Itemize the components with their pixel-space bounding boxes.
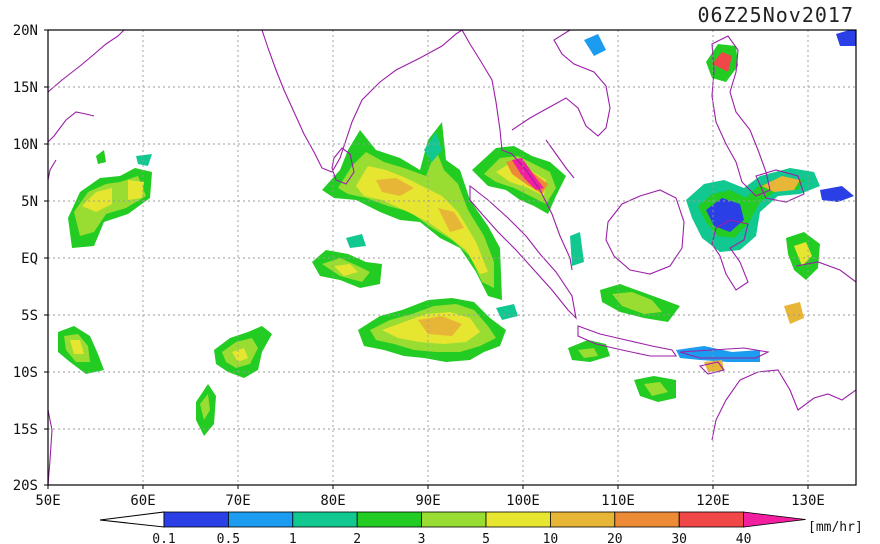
lon-label-100e: 100E: [506, 493, 540, 509]
coast-mindanao: [755, 169, 805, 203]
legend-tick-label: 2: [353, 532, 361, 544]
legend-max-arrow: [743, 511, 806, 528]
coastlines: [48, 30, 856, 485]
lat-label-10n: 10N: [13, 137, 38, 153]
coast-indochina: [511, 30, 611, 137]
legend-tick-label: 10: [543, 532, 559, 544]
timestamp-label: 06Z25Nov2017: [698, 3, 855, 27]
rain-cluster-maritime: [568, 30, 856, 402]
lon-label-130e: 130E: [791, 493, 825, 509]
precipitation-layer: [58, 30, 856, 436]
lon-label-120e: 120E: [696, 493, 730, 509]
legend-swatch: [550, 511, 616, 528]
coast-australia-west: [711, 379, 741, 441]
rain-cluster-south-central: [358, 298, 518, 362]
legend-tick-label: 5: [482, 532, 490, 544]
coast-java: [577, 325, 678, 357]
lon-label-90e: 90E: [415, 493, 440, 509]
rain-cluster-southwest: [58, 326, 272, 436]
lon-label-70e: 70E: [225, 493, 250, 509]
lat-label-15n: 15N: [13, 80, 38, 96]
legend-tick-label: 40: [736, 532, 752, 544]
legend-tick-label: 0.5: [217, 532, 240, 544]
legend-swatch: [356, 511, 423, 528]
rain-cluster-bay-of-bengal: [322, 122, 502, 300]
axis-ticks: [44, 29, 809, 489]
lon-label-110e: 110E: [601, 493, 635, 509]
coast-sumatra: [469, 184, 577, 320]
lat-label-eq: EQ: [21, 251, 38, 267]
legend-tick-label: 0.1: [152, 532, 175, 544]
map-area: [48, 30, 856, 485]
coast-borneo: [605, 189, 685, 275]
legend-tick-label: 20: [607, 532, 623, 544]
lat-label-5s: 5S: [21, 308, 38, 324]
coast-africa-east: [48, 159, 57, 181]
coast-new-guinea: [795, 261, 856, 283]
coast-timor: [698, 361, 725, 375]
rain-cluster-arabian-sea: [68, 150, 152, 248]
rain-cluster-equatorial: [312, 234, 382, 288]
longitude-labels: 50E 60E 70E 80E 90E 100E 110E 120E 130E: [35, 493, 825, 509]
legend-swatch: [227, 511, 294, 528]
lat-label-20n: 20N: [13, 23, 38, 39]
gridlines: [48, 30, 856, 485]
lon-label-60e: 60E: [130, 493, 155, 509]
lat-label-5n: 5N: [21, 194, 38, 210]
coast-arabia: [48, 30, 125, 93]
lon-label-80e: 80E: [320, 493, 345, 509]
legend-tick-label: 1: [289, 532, 297, 544]
lat-label-15s: 15S: [13, 422, 38, 438]
legend-swatch: [421, 511, 487, 528]
legend-tick-label: 30: [671, 532, 687, 544]
lat-label-20s: 20S: [13, 478, 38, 494]
coast-philippines: [711, 35, 771, 197]
coast-lesser-sunda: [679, 347, 770, 359]
rain-cluster-malay: [472, 146, 566, 214]
coast-sulawesi: [711, 219, 749, 291]
lon-label-50e: 50E: [35, 493, 60, 509]
coast-india: [261, 30, 463, 173]
legend-swatch: [614, 511, 680, 528]
legend-swatch: [292, 511, 358, 528]
latitude-labels: 20N 15N 10N 5N EQ 5S 10S 15S 20S: [13, 23, 38, 494]
coast-gulf-thailand: [545, 139, 575, 179]
legend-unit-label: [mm/hr]: [808, 520, 863, 535]
coast-africa-horn: [48, 111, 95, 143]
lat-label-10s: 10S: [13, 365, 38, 381]
legend-tick-label: 3: [418, 532, 426, 544]
legend-swatch: [678, 511, 745, 528]
legend-swatch: [163, 511, 229, 528]
legend-swatch: [485, 511, 551, 528]
coast-burma: [461, 30, 513, 155]
coast-madagascar: [48, 409, 53, 485]
color-legend: 0.1 0.5 1 2 3 5 10 20 30 40 [mm/hr]: [99, 511, 863, 544]
legend-min-arrow: [99, 511, 165, 528]
coast-australia: [739, 369, 856, 411]
